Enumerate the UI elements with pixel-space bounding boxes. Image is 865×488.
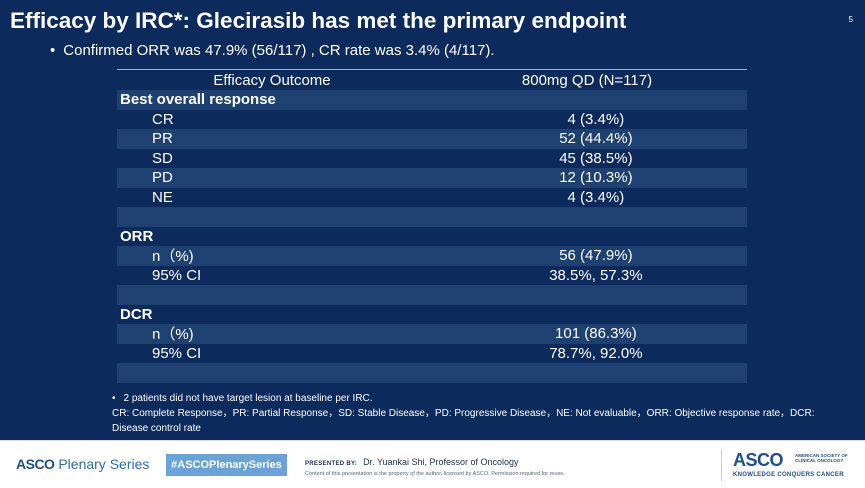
hashtag-badge: #ASCOPlenarySeries	[166, 454, 287, 476]
slide: Efficacy by IRC*: Glecirasib has met the…	[10, 8, 853, 436]
asco-tagline: KNOWLEDGE CONQUERS CANCER	[733, 472, 844, 478]
header-dose-group: 800mg QD (N=117)	[521, 71, 653, 89]
footnote-abbreviations: CR: Complete Response，PR: Partial Respon…	[112, 408, 815, 434]
summary-bullet: • Confirmed ORR was 47.9% (56/117) , CR r…	[50, 42, 495, 59]
table-row-dcr-ci: 95% CI 78.7%, 92.0%	[117, 344, 747, 364]
row-label: 95% CI	[152, 344, 202, 362]
header-efficacy-outcome: Efficacy Outcome	[213, 71, 331, 89]
section-label: Best overall response	[120, 91, 276, 109]
table-spacer-row	[117, 285, 747, 305]
asco-wordmark: ASCO	[16, 456, 55, 472]
row-value: 4 (3.4%)	[567, 188, 625, 206]
plenary-series-wordmark: Plenary Series	[54, 456, 150, 472]
row-value: 12 (10.3%)	[559, 169, 633, 187]
bullet-marker: •	[50, 42, 56, 59]
summary-text: Confirmed ORR was 47.9% (56/117) , CR ra…	[63, 42, 495, 59]
section-label: ORR	[120, 227, 154, 245]
table-row-orr-ci: 95% CI 38.5%, 57.3%	[117, 266, 747, 286]
footnote-1: • 2 patients did not have target lesion a…	[112, 391, 852, 406]
table-row-ne: NE 4 (3.4%)	[117, 188, 747, 208]
presented-by-label: PRESENTED BY:	[305, 461, 358, 467]
presentation-footer: ASCO Plenary Series #ASCOPlenarySeries P…	[0, 440, 865, 488]
row-value: 56 (47.9%)	[559, 247, 633, 265]
presenter-name: Dr. Yuankai Shi, Professor of Oncology	[363, 457, 519, 467]
row-label: PD	[152, 169, 173, 187]
footnote-marker: •	[112, 393, 116, 404]
row-value: 78.7%, 92.0%	[549, 344, 643, 362]
row-label: SD	[152, 149, 173, 167]
footnote-1-text: 2 patients did not have target lesion at…	[123, 393, 373, 404]
table-row-dcr-n: n（%) 101 (86.3%)	[117, 324, 747, 344]
slide-title: Efficacy by IRC*: Glecirasib has met the…	[10, 8, 627, 33]
table-row-cr: CR 4 (3.4%)	[117, 110, 747, 130]
table-header-row: Efficacy Outcome 800mg QD (N=117)	[117, 70, 747, 90]
table-row-orr-n: n（%) 56 (47.9%)	[117, 246, 747, 266]
table-spacer-row	[117, 363, 747, 383]
row-value: 52 (44.4%)	[559, 130, 633, 148]
copyright-disclaimer: Content of this presentation is the prop…	[305, 471, 565, 477]
page-number: 5	[848, 15, 853, 24]
table-row-pd: PD 12 (10.3%)	[117, 168, 747, 188]
society-line-1: AMERICAN SOCIETY OF	[795, 453, 848, 458]
section-label: DCR	[120, 305, 153, 323]
table-row-pr: PR 52 (44.4%)	[117, 129, 747, 149]
section-orr: ORR	[117, 227, 747, 247]
row-value: 38.5%, 57.3%	[549, 266, 643, 284]
row-label: PR	[152, 130, 173, 148]
society-line-2: CLINICAL ONCOLOGY	[795, 458, 844, 463]
row-value: 101 (86.3%)	[555, 325, 637, 343]
efficacy-table: Efficacy Outcome 800mg QD (N=117) Best o…	[117, 69, 747, 383]
presenter-line: PRESENTED BY: Dr. Yuankai Shi, Professor …	[305, 457, 519, 467]
footer-divider	[721, 449, 722, 481]
asco-logo-wordmark: ASCO	[733, 450, 784, 470]
asco-logo: ASCO AMERICAN SOCIETY OF CLINICAL ONCOLO…	[733, 450, 853, 482]
row-label: 95% CI	[152, 266, 202, 284]
footnotes: • 2 patients did not have target lesion a…	[112, 391, 852, 436]
row-label: n（%)	[152, 248, 194, 266]
row-value: 45 (38.5%)	[559, 149, 633, 167]
table-row-sd: SD 45 (38.5%)	[117, 149, 747, 169]
row-label: n（%)	[152, 326, 194, 344]
row-label: CR	[152, 110, 174, 128]
society-name: AMERICAN SOCIETY OF CLINICAL ONCOLOGY	[795, 453, 848, 463]
row-label: NE	[152, 188, 173, 206]
asco-plenary-series-logo: ASCO Plenary Series	[16, 456, 149, 472]
row-value: 4 (3.4%)	[567, 110, 625, 128]
section-best-overall-response: Best overall response	[117, 90, 747, 110]
section-dcr: DCR	[117, 305, 747, 325]
table-spacer-row	[117, 207, 747, 227]
